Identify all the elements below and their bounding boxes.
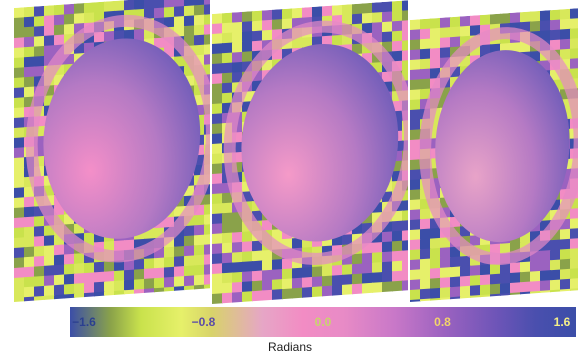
phase-map-image bbox=[212, 0, 408, 305]
phase-map-image bbox=[14, 0, 210, 303]
phase-map-panel-3 bbox=[410, 8, 578, 303]
colorbar-tick: −1.6 bbox=[72, 315, 96, 329]
colorbar: −1.6 −0.8 0.0 0.8 1.6 bbox=[70, 307, 576, 337]
colorbar-tick: −0.8 bbox=[191, 315, 216, 329]
colorbar-tick: 0.0 bbox=[314, 315, 332, 329]
phase-map-image bbox=[410, 8, 578, 303]
phase-map-panel-1 bbox=[14, 0, 210, 303]
colorbar-label: Radians bbox=[267, 340, 313, 354]
phase-map-panel-2 bbox=[212, 0, 408, 305]
colorbar-tick: 1.6 bbox=[553, 315, 571, 329]
colorbar-tick: 0.8 bbox=[434, 315, 451, 329]
